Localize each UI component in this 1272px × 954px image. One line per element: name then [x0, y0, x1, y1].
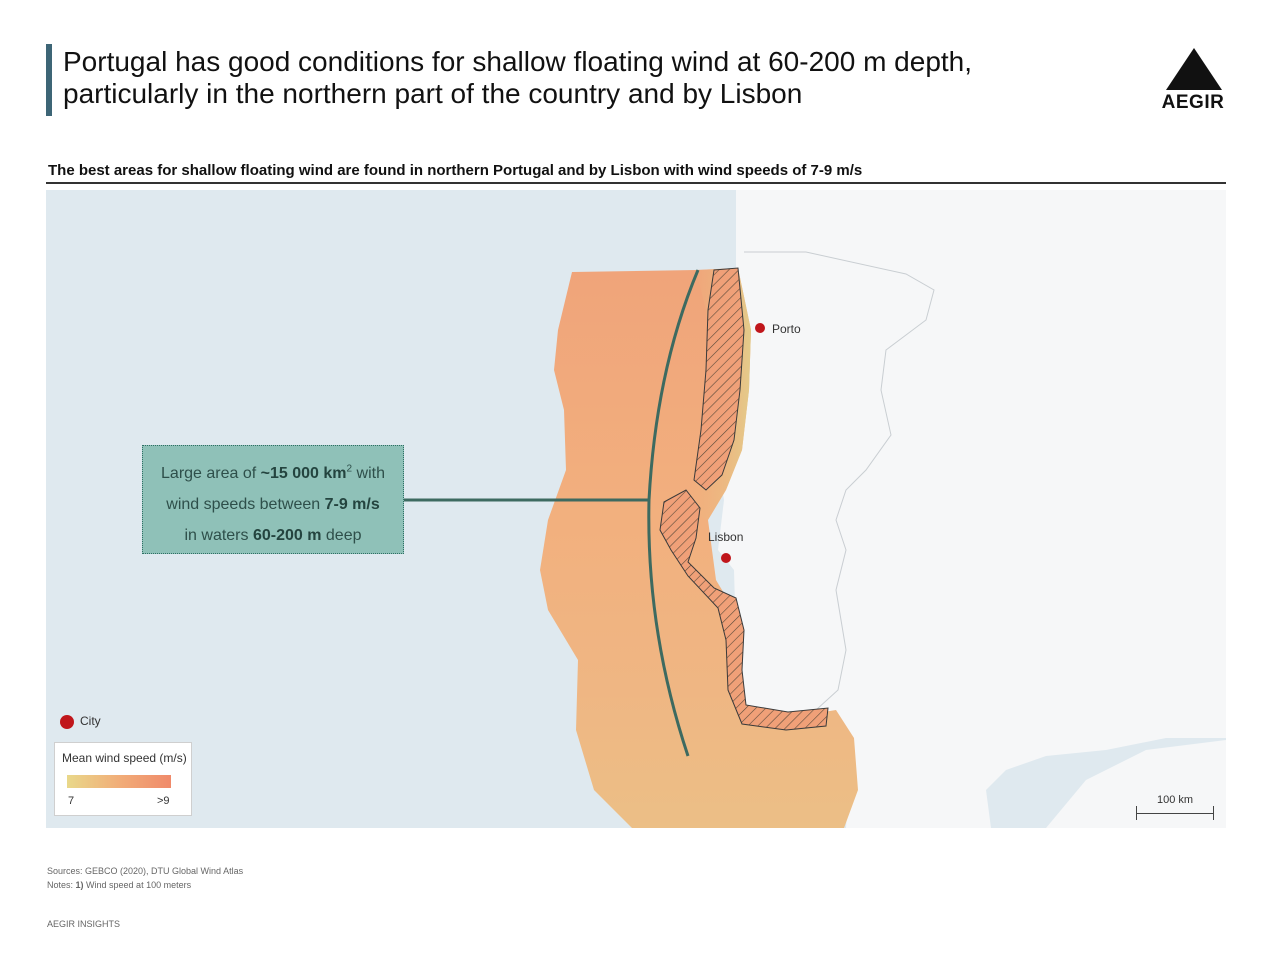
sources-note: Sources: GEBCO (2020), DTU Global Wind A… — [47, 866, 244, 876]
porto-city-dot — [755, 323, 765, 333]
page-title: Portugal has good conditions for shallow… — [63, 46, 1063, 110]
legend-gradient — [67, 775, 171, 788]
scale-bar-line — [1136, 813, 1214, 814]
city-label-lisbon: Lisbon — [708, 530, 744, 544]
title-accent-bar — [46, 44, 52, 116]
north-africa-land — [1046, 740, 1226, 828]
city-legend-icon — [60, 715, 74, 729]
notes-footnote: Notes: 1) Wind speed at 100 meters — [47, 880, 192, 890]
city-label-porto: Porto — [772, 322, 801, 336]
logo-text: AEGIR — [1161, 92, 1225, 113]
scale-bar-label: 100 km — [1156, 794, 1194, 806]
suitable-area-north — [693, 267, 745, 491]
map-subtitle: The best areas for shallow floating wind… — [48, 162, 863, 179]
scale-bar-tick-left — [1136, 806, 1137, 820]
legend-min-label: 7 — [68, 795, 75, 807]
lisbon-city-dot — [721, 553, 731, 563]
legend-title: Mean wind speed (m/s) — [62, 751, 187, 765]
wind-speed-legend: Mean wind speed (m/s) 7 >9 — [54, 742, 192, 816]
aegir-logo: AEGIR — [1150, 48, 1238, 118]
brand-footer: AEGIR INSIGHTS — [47, 919, 121, 929]
city-legend-label: City — [80, 714, 101, 728]
portugal-border — [744, 251, 935, 711]
wind-zone — [540, 268, 858, 828]
page-title-line1: Portugal has good conditions for shallow… — [63, 46, 973, 77]
area-callout: Large area of ~15 000 km2 with wind spee… — [142, 445, 404, 554]
scale-bar: 100 km — [1136, 792, 1216, 822]
suitable-area-lisbon — [659, 489, 829, 731]
scale-bar-tick-right — [1213, 806, 1214, 820]
callout-line3: in waters 60-200 m deep — [184, 527, 362, 544]
subtitle-divider — [46, 182, 1226, 184]
page-title-line2: particularly in the northern part of the… — [63, 78, 803, 109]
callout-line2: wind speeds between 7-9 m/s — [166, 496, 380, 513]
legend-max-label: >9 — [157, 795, 170, 807]
logo-triangle-icon — [1166, 48, 1222, 90]
callout-line1: Large area of ~15 000 km2 with — [161, 463, 385, 482]
